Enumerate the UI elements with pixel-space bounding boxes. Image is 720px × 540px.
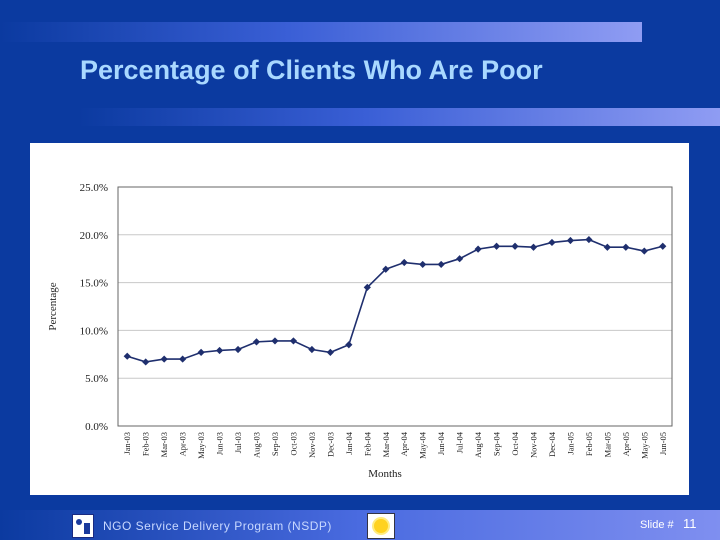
data-point xyxy=(308,345,316,354)
y-tick-label: 20.0% xyxy=(80,230,108,242)
data-point xyxy=(160,355,168,363)
data-point xyxy=(382,265,390,273)
x-tick-label: Jun-03 xyxy=(215,432,225,455)
footer-bar xyxy=(0,510,720,540)
x-tick-label: Apr-04 xyxy=(399,431,409,456)
x-tick-label: May-03 xyxy=(196,432,206,459)
x-tick-label: Feb-03 xyxy=(141,432,151,456)
data-point xyxy=(640,247,648,255)
footer-program-name: NGO Service Delivery Program (NSDP) xyxy=(103,519,332,533)
data-point xyxy=(179,355,187,363)
top-decor-band xyxy=(0,22,642,42)
data-point xyxy=(252,338,261,346)
x-tick-label: Dec-04 xyxy=(547,431,557,457)
x-tick-label: Nov-04 xyxy=(529,431,539,458)
x-tick-label: Dec-03 xyxy=(325,432,335,457)
data-point xyxy=(123,352,131,360)
y-tick-labels: 0.0% 5.0% 10.0% 15.0% 20.0% 25.0% xyxy=(80,182,108,433)
x-tick-label: Sep-04 xyxy=(492,431,502,456)
plot-frame xyxy=(117,186,673,427)
y-tick-label: 0.0% xyxy=(85,421,108,433)
chart-panel: 0.0% 5.0% 10.0% 15.0% 20.0% 25.0% Jan-03 Feb-0… xyxy=(30,143,689,495)
data-point xyxy=(289,337,298,345)
x-tick-label: Nov-03 xyxy=(307,432,317,458)
chart-series xyxy=(123,235,667,366)
x-axis-label: Months xyxy=(368,468,402,480)
data-point xyxy=(566,236,575,245)
data-point xyxy=(492,242,501,250)
chart-grid xyxy=(118,186,672,427)
x-tick-label: Apr-03 xyxy=(178,432,188,456)
data-point xyxy=(529,243,538,251)
data-point xyxy=(363,283,371,291)
slide-title: Percentage of Clients Who Are Poor xyxy=(80,55,543,85)
data-point xyxy=(234,345,242,354)
data-point xyxy=(622,243,630,251)
x-tick-label: Mar-05 xyxy=(602,432,612,457)
x-tick-label: Feb-04 xyxy=(362,431,372,456)
data-point xyxy=(419,260,427,269)
x-tick-label: Aug-04 xyxy=(473,431,483,458)
y-tick-label: 10.0% xyxy=(80,325,108,337)
data-point xyxy=(474,245,482,253)
data-point xyxy=(603,243,611,251)
x-tick-label: Jan-04 xyxy=(344,431,354,454)
data-point xyxy=(271,337,279,345)
data-point xyxy=(585,235,593,244)
data-point xyxy=(548,238,556,247)
slide-number-label: Slide # xyxy=(640,519,674,531)
x-tick-label: Oct-03 xyxy=(288,432,298,456)
data-point xyxy=(456,255,464,263)
x-tick-label: Sep-03 xyxy=(270,432,280,456)
line-chart: 0.0% 5.0% 10.0% 15.0% 20.0% 25.0% Jan-03 Feb-0… xyxy=(47,182,673,480)
x-tick-labels: Jan-03 Feb-03 Mar-03 Apr-03 May-03 Jun-03 Jul-… xyxy=(122,431,668,459)
data-point xyxy=(437,260,445,269)
data-point xyxy=(197,348,205,356)
data-point xyxy=(215,346,224,355)
x-tick-label: Oct-04 xyxy=(510,431,520,455)
x-tick-label: Aug-03 xyxy=(252,432,262,458)
data-point xyxy=(345,341,353,349)
y-tick-label: 15.0% xyxy=(80,278,108,290)
x-tick-label: Feb-05 xyxy=(584,432,594,456)
data-point xyxy=(659,242,667,250)
x-tick-label: Jan-05 xyxy=(565,432,575,455)
x-tick-label: Jun-04 xyxy=(436,431,446,455)
x-tick-label: May-04 xyxy=(418,431,428,459)
x-tick-label: Jan-03 xyxy=(122,432,132,455)
y-tick-label: 5.0% xyxy=(85,373,108,385)
y-axis-label: Percentage xyxy=(47,282,59,330)
x-tick-label: Jul-03 xyxy=(233,432,243,453)
x-tick-label: May-05 xyxy=(639,432,649,459)
x-tick-label: Apr-05 xyxy=(621,432,631,456)
x-tick-label: Jun-05 xyxy=(658,432,668,455)
data-point xyxy=(400,258,408,267)
x-tick-label: Mar-04 xyxy=(381,431,391,457)
nsdp-logo-icon xyxy=(72,514,94,538)
y-tick-label: 25.0% xyxy=(80,182,108,194)
data-point xyxy=(142,358,150,366)
slide-number: 11 xyxy=(683,516,697,531)
x-tick-label: Jul-04 xyxy=(455,431,465,453)
series-line xyxy=(126,238,663,363)
x-tick-label: Mar-03 xyxy=(159,432,169,457)
data-point xyxy=(511,242,519,250)
sun-logo-icon xyxy=(367,513,395,539)
data-point xyxy=(326,348,334,356)
title-decor-band xyxy=(78,108,720,126)
